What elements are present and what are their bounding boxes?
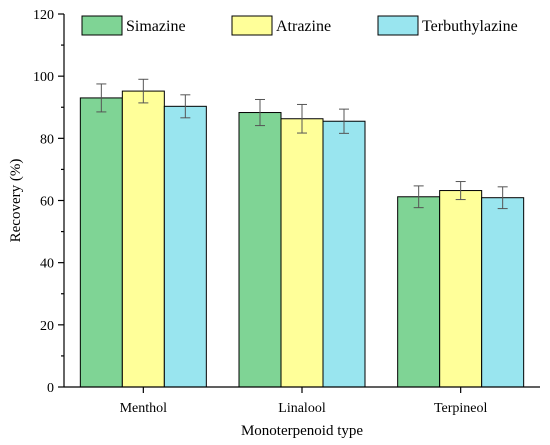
x-tick-label-linalool: Linalool (278, 401, 326, 416)
legend-swatch (377, 15, 419, 36)
error-bar-linalool-simazine (255, 98, 265, 127)
x-axis-title: Monoterpenoid type (241, 423, 363, 439)
legend-item-atrazine: Atrazine (231, 15, 331, 36)
legend-label: Simazine (126, 18, 186, 35)
error-bar-menthol-atrazine (138, 78, 149, 104)
legend-label: Terbuthylazine (422, 18, 518, 35)
bars-layer (79, 90, 525, 388)
y-tick-label: 80 (40, 132, 54, 147)
error-bar-menthol-terbuthylazine (180, 94, 191, 119)
legend-item-terbuthylazine: Terbuthylazine (377, 15, 518, 36)
bar-linalool-terbuthylazine (322, 120, 366, 388)
y-ticks: 0 20 40 60 80 100 120 (33, 8, 64, 396)
legend-label: Atrazine (276, 18, 331, 35)
y-tick-label: 120 (33, 8, 54, 23)
bar-terpineol-simazine (397, 196, 441, 388)
y-tick-label: 20 (40, 319, 54, 334)
error-bar-linalool-atrazine (297, 103, 307, 134)
error-bar-menthol-simazine (96, 83, 107, 113)
y-tick-label: 40 (40, 257, 54, 272)
bar-menthol-atrazine (121, 90, 165, 388)
error-bar-terpineol-simazine (413, 185, 424, 209)
error-bar-linalool-terbuthylazine (339, 108, 349, 134)
y-axis-title: Recovery (%) (8, 159, 24, 243)
bar-menthol-simazine (79, 97, 123, 388)
bar-menthol-terbuthylazine (163, 105, 207, 388)
bar-terpineol-atrazine (439, 190, 483, 388)
legend: Simazine Atrazine Terbuthylazine (81, 15, 518, 36)
error-bars-layer (96, 78, 508, 210)
legend-swatch (231, 15, 273, 36)
error-bar-terpineol-terbuthylazine (497, 186, 508, 210)
x-tick-label-terpineol: Terpineol (434, 401, 488, 416)
x-ticks: Menthol Linalool Terpineol (120, 387, 488, 416)
y-tick-label: 100 (33, 70, 54, 85)
x-tick-label-menthol: Menthol (120, 401, 168, 416)
bar-linalool-atrazine (280, 118, 324, 388)
legend-item-simazine: Simazine (81, 15, 186, 36)
y-tick-label: 0 (47, 381, 54, 396)
error-bar-terpineol-atrazine (455, 181, 466, 201)
y-tick-label: 60 (40, 195, 54, 210)
bar-linalool-simazine (238, 112, 282, 388)
bar-terpineol-terbuthylazine (481, 197, 525, 388)
legend-swatch (81, 15, 123, 36)
